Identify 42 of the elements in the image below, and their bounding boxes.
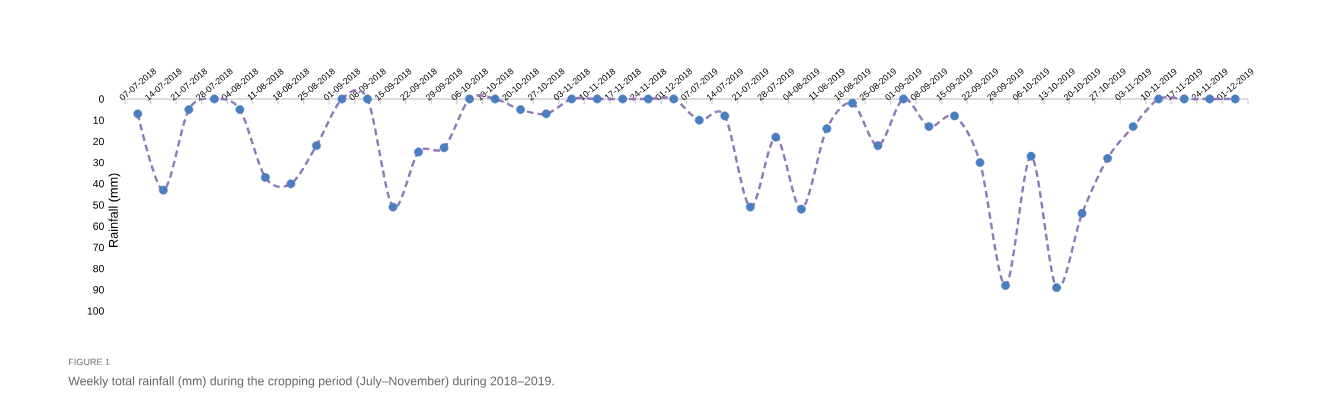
point: [1128, 122, 1138, 131]
point: [1001, 281, 1010, 290]
y-tick-label: 80: [93, 264, 104, 273]
point: [694, 115, 704, 125]
point: [1026, 151, 1036, 161]
point: [516, 105, 526, 114]
point: [745, 202, 755, 212]
point: [286, 179, 296, 189]
y-tick-label: 30: [93, 158, 104, 167]
point: [771, 132, 781, 142]
point: [439, 143, 449, 153]
point: [822, 124, 832, 134]
point: [235, 105, 245, 114]
point: [1077, 209, 1087, 218]
y-tick-label: 50: [93, 201, 104, 209]
y-tick-label: 10: [93, 116, 104, 124]
point: [133, 109, 143, 119]
y-tick-label: 90: [93, 286, 104, 294]
y-tick-label: 60: [93, 222, 104, 230]
y-tick-label: 20: [93, 137, 104, 146]
point: [414, 147, 423, 157]
point: [312, 141, 321, 151]
point: [158, 185, 168, 195]
point: [873, 141, 883, 151]
y-tick-label: 100: [87, 307, 104, 315]
point: [388, 202, 398, 212]
y-tick-label: 40: [92, 180, 104, 188]
point: [1052, 283, 1061, 293]
y-tick-label: 70: [93, 243, 104, 252]
point: [950, 111, 959, 121]
point: [796, 204, 806, 214]
point: [541, 109, 551, 119]
point: [261, 173, 270, 182]
y-tick-label: 0: [98, 95, 104, 103]
point: [184, 105, 194, 114]
point: [720, 111, 730, 121]
text: Weekly total rainfall (mm) during the cropping period (July–November) during 2018–2019.: [68, 376, 554, 388]
y-axis-title: Rainfall (mm): [108, 173, 121, 247]
point: [924, 122, 934, 131]
point: [1103, 153, 1113, 163]
point: [975, 158, 985, 167]
caption: FIGURE 1: [69, 358, 110, 366]
